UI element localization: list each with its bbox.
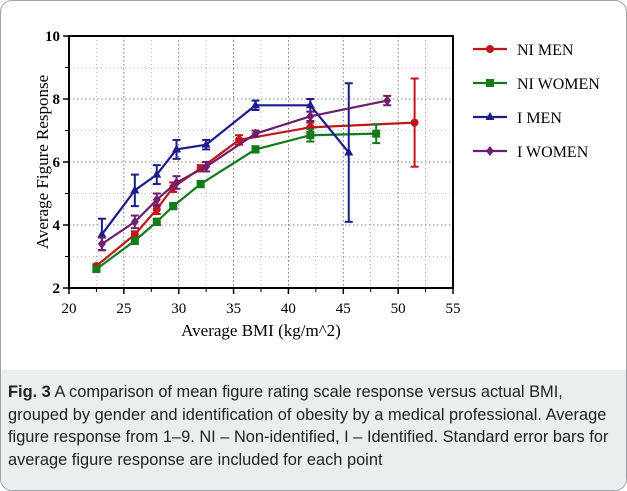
series-line (101, 99, 388, 245)
series-i-women (97, 94, 392, 252)
caption-text: A comparison of mean figure rating scale… (8, 383, 609, 469)
legend-marker (485, 112, 495, 120)
data-point (92, 265, 101, 274)
legend-label: NI MEN (517, 42, 574, 59)
series-ni-women (92, 123, 381, 274)
y-tick-label: 6 (53, 155, 61, 171)
y-tick-label: 10 (45, 29, 60, 45)
data-point (130, 216, 139, 227)
data-point (201, 139, 211, 148)
data-point (410, 118, 419, 127)
series-line (95, 132, 377, 270)
x-tick-label: 40 (281, 301, 296, 317)
caption-label: Fig. 3 (8, 383, 51, 401)
legend-item: I MEN (473, 110, 562, 127)
data-point (130, 230, 139, 239)
data-point (152, 194, 161, 205)
x-tick-label: 45 (336, 301, 351, 317)
x-tick-label: 30 (171, 301, 186, 317)
y-axis-label: Average Figure Response (33, 75, 52, 249)
chart: 20 25 30 35 40 45 50 55 2 4 6 8 10 Average BMI (kg/… (33, 29, 600, 340)
data-point (130, 236, 139, 245)
data-point (172, 144, 182, 153)
data-point (152, 205, 161, 214)
legend: NI MEN NI WOMEN I MEN I WOMEN (473, 42, 600, 161)
data-point (235, 135, 244, 144)
chart-figure: 20 25 30 35 40 45 50 55 2 4 6 8 10 Average BMI (kg/… (1, 1, 626, 371)
data-point (251, 145, 260, 154)
axis-ticks (63, 35, 454, 294)
y-tick-label: 4 (53, 218, 61, 234)
grid (69, 36, 453, 288)
x-tick-label: 50 (391, 301, 406, 317)
legend-marker (486, 146, 494, 156)
legend-label: I MEN (517, 110, 562, 127)
data-point (169, 202, 178, 211)
data-point (152, 169, 162, 178)
data-point (305, 100, 315, 109)
data-point (172, 177, 181, 188)
caption-area: Fig. 3 A comparison of mean figure ratin… (1, 370, 626, 490)
series-line (95, 121, 415, 267)
x-tick-label: 20 (62, 301, 77, 317)
data-point (130, 185, 140, 194)
data-point (202, 161, 211, 172)
x-tick-label: 55 (446, 301, 461, 317)
legend-label: NI WOMEN (517, 76, 600, 93)
data-point (152, 217, 161, 226)
x-axis-label: Average BMI (kg/m^2) (181, 321, 341, 340)
legend-label: I WOMEN (517, 144, 589, 161)
legend-item: NI WOMEN (473, 76, 600, 93)
x-tick-labels: 20 25 30 35 40 45 50 55 (62, 301, 461, 317)
legend-item: NI MEN (473, 42, 574, 59)
y-tick-labels: 2 4 6 8 10 (45, 29, 61, 297)
data-point (251, 128, 260, 139)
legend-marker (486, 79, 494, 87)
x-tick-label: 35 (226, 301, 241, 317)
legend-marker (486, 45, 494, 53)
y-tick-label: 8 (53, 92, 61, 108)
figure-caption: Fig. 3 A comparison of mean figure ratin… (8, 381, 620, 471)
data-point (97, 238, 106, 249)
data-point (372, 129, 381, 138)
legend-item: I WOMEN (473, 144, 589, 161)
data-point (344, 147, 354, 156)
data-point (97, 229, 107, 238)
y-tick-label: 2 (53, 281, 61, 297)
data-point (251, 100, 261, 109)
series-i-men (97, 82, 354, 252)
series-line (101, 104, 350, 236)
data-point (196, 180, 205, 189)
data-point (306, 111, 315, 122)
series-layer (92, 77, 419, 274)
data-point (306, 131, 315, 140)
x-tick-label: 25 (116, 301, 131, 317)
data-point (383, 95, 392, 106)
